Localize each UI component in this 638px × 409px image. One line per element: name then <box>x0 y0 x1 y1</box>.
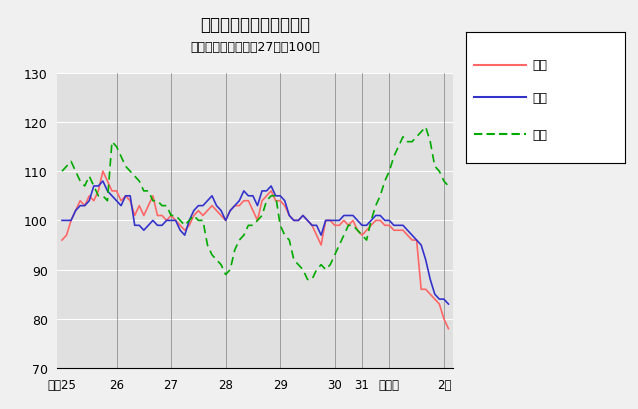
Text: 在庫: 在庫 <box>533 128 548 141</box>
Text: 生産: 生産 <box>533 59 548 72</box>
Text: （季節調整済、平成27年＝100）: （季節調整済、平成27年＝100） <box>190 41 320 54</box>
Text: 出荷: 出荷 <box>533 92 548 105</box>
Text: 鳥取県鉱工業指数の推移: 鳥取県鉱工業指数の推移 <box>200 16 310 34</box>
